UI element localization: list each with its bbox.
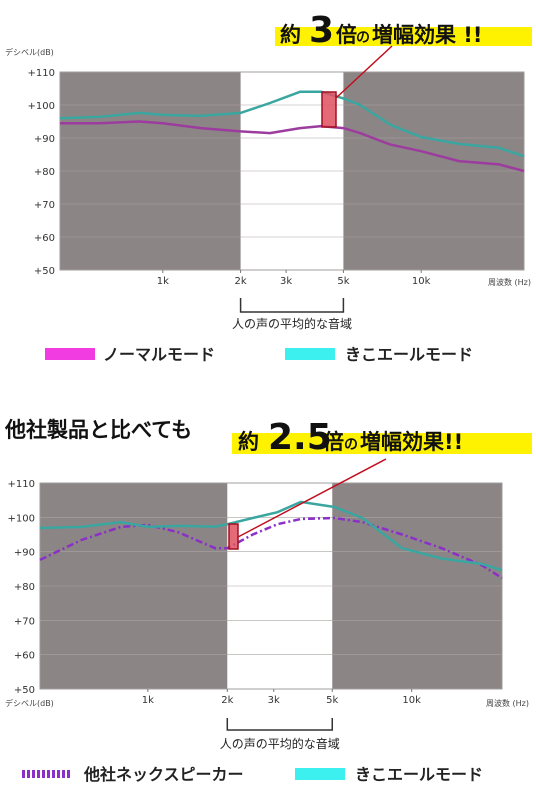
highlight	[232, 433, 532, 454]
y-tick-label: +100	[8, 513, 35, 524]
series-line	[60, 120, 525, 173]
y-tick-label: +80	[14, 582, 35, 593]
annotation-box	[228, 523, 239, 550]
y-tick-label: +80	[34, 167, 55, 178]
headline-unit: 倍	[323, 430, 344, 454]
series-line	[59, 90, 525, 158]
x-tick-label: 10k	[402, 695, 421, 706]
range-bracket	[226, 718, 334, 731]
annotation-line	[335, 45, 393, 99]
headline-prefix: 約	[238, 430, 259, 454]
x-tick-label: 1k	[157, 276, 169, 287]
y-tick-label: +50	[14, 685, 35, 696]
x-tick-label: 5k	[337, 276, 349, 287]
legend-label: 他社ネックスピーカー	[83, 765, 244, 784]
y-tick-label: +100	[28, 101, 55, 112]
annotation-line	[237, 458, 387, 538]
series-line	[39, 500, 503, 572]
y-tick-label: +90	[34, 134, 55, 145]
x-tick-label: 3k	[268, 695, 280, 706]
lead: 他社製品と比べても	[4, 418, 192, 442]
series-line	[39, 516, 503, 580]
headline-number: 3	[309, 10, 334, 51]
headline-rest: 増幅効果!!	[360, 430, 463, 454]
range-label: 人の声の平均的な音域	[220, 736, 340, 751]
x-tick-label: 10k	[412, 276, 431, 287]
highlight	[275, 27, 532, 46]
headline-number: 2.5	[268, 417, 332, 458]
y-axis-label: デシベル(dB)	[5, 698, 54, 708]
y-tick-label: +110	[8, 479, 35, 490]
headline-particle: の	[344, 437, 358, 453]
x-tick-label: 3k	[280, 276, 292, 287]
y-tick-label: +70	[14, 616, 35, 627]
annotation-box	[321, 91, 337, 128]
headline-rest: 増幅効果 !!	[372, 23, 482, 47]
y-tick-label: +50	[34, 266, 55, 277]
legend-label: ノーマルモード	[103, 345, 215, 364]
y-tick-label: +70	[34, 200, 55, 211]
y-tick-label: +60	[34, 233, 55, 244]
headline-unit: 倍	[336, 23, 357, 47]
y-tick-label: +60	[14, 651, 35, 662]
headline-prefix: 約	[280, 23, 301, 47]
x-tick-label: 5k	[326, 695, 338, 706]
y-tick-label: +90	[14, 548, 35, 559]
x-tick-label: 2k	[235, 276, 247, 287]
y-tick-label: +110	[28, 68, 55, 79]
range-bracket	[239, 298, 345, 313]
x-axis-label: 周波数 (Hz)	[486, 698, 529, 708]
range-label: 人の声の平均的な音域	[232, 316, 352, 331]
legend-label: きこエールモード	[355, 765, 483, 784]
headline-particle: の	[356, 30, 370, 46]
x-tick-label: 1k	[142, 695, 154, 706]
x-tick-label: 2k	[221, 695, 233, 706]
y-axis-label: デシベル(dB)	[5, 47, 54, 57]
legend-label: きこエールモード	[345, 345, 473, 364]
x-axis-label: 周波数 (Hz)	[488, 277, 531, 287]
